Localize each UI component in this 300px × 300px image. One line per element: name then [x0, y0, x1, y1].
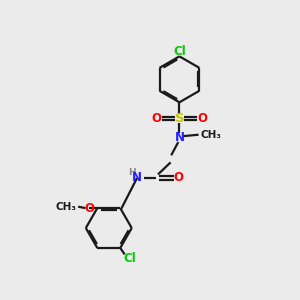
- Text: CH₃: CH₃: [201, 130, 222, 140]
- Text: S: S: [175, 112, 184, 125]
- Text: H: H: [128, 168, 136, 177]
- Text: O: O: [174, 172, 184, 184]
- Text: Cl: Cl: [123, 252, 136, 265]
- Text: O: O: [152, 112, 162, 125]
- Text: O: O: [197, 112, 207, 125]
- Text: N: N: [132, 172, 142, 184]
- Text: O: O: [84, 202, 94, 214]
- Text: Cl: Cl: [173, 45, 186, 58]
- Text: N: N: [174, 131, 184, 144]
- Text: CH₃: CH₃: [55, 202, 76, 212]
